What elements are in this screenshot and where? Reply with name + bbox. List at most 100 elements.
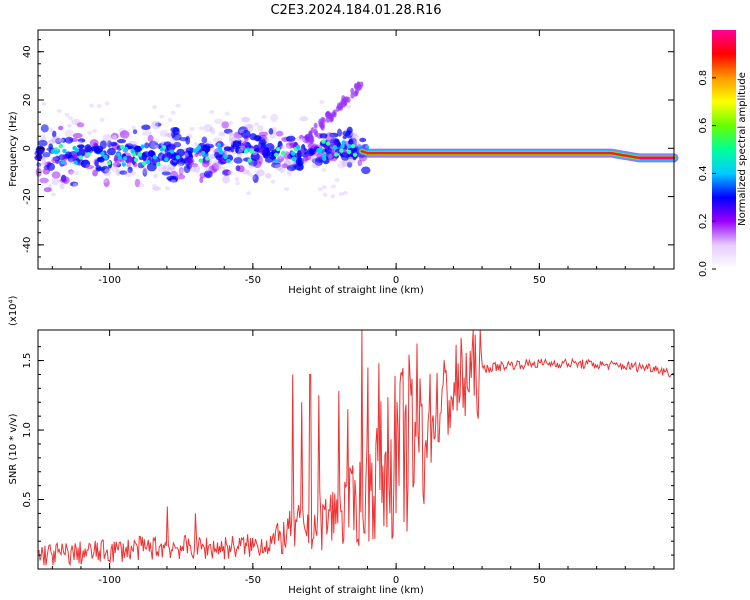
spectrogram-halo <box>240 145 246 150</box>
snr-series-line <box>38 330 674 567</box>
spectrogram-peak <box>58 143 64 149</box>
spectrogram-peak <box>100 151 105 156</box>
spectrogram-harmonic <box>339 104 343 111</box>
spectrogram-blob <box>289 159 295 168</box>
spectrogram-blob <box>115 159 121 166</box>
spectrogram-blob <box>97 156 105 163</box>
spectrogram-halo <box>170 179 176 184</box>
spectrogram-harmonic <box>320 124 325 131</box>
spectrogram-blob <box>134 178 141 188</box>
spectrogram-blob <box>161 171 171 176</box>
spectrogram-blob <box>51 158 59 164</box>
spectrogram-peak <box>223 154 228 160</box>
spectrogram-peak <box>216 142 222 148</box>
spectrogram-blob <box>166 167 176 172</box>
spectrogram-harmonic <box>354 88 359 95</box>
spectrogram-blob <box>85 163 92 170</box>
spectrogram-blob <box>275 130 284 137</box>
spectrogram-blob <box>243 123 253 129</box>
spectrogram-blob <box>357 159 363 167</box>
spectrogram-blob <box>39 177 49 184</box>
spectrogram-peak <box>116 152 121 157</box>
spectrogram-halo <box>322 192 328 197</box>
y-tick-label: -20 <box>22 188 33 204</box>
snr-x-axis-label: Height of straight line (km) <box>288 585 424 596</box>
spectrogram-halo <box>154 144 160 149</box>
spectrogram-blob <box>199 177 204 184</box>
spectrogram-frame <box>37 29 675 270</box>
spectrogram-blob <box>265 173 272 179</box>
spectrogram-blob <box>203 124 213 132</box>
spectrogram-peak <box>60 160 66 165</box>
spectrogram-halo <box>41 101 47 106</box>
spectrogram-blob <box>146 162 157 172</box>
spectrogram-blob <box>345 130 353 139</box>
spectrogram-halo <box>154 139 160 143</box>
spectrogram-blob <box>51 177 60 186</box>
spectrogram-halo <box>247 172 253 177</box>
spectrogram-blob <box>241 116 251 123</box>
spectrogram-blobs <box>34 81 679 199</box>
spectrogram-halo <box>224 150 230 155</box>
y-tick-label: 40 <box>22 45 33 58</box>
spectrogram-blob <box>48 143 53 150</box>
spectrogram-blob <box>328 153 333 163</box>
spectrogram-blob <box>43 187 52 193</box>
spectrogram-peak <box>120 144 125 150</box>
spectrogram-blob <box>107 140 112 148</box>
snr-panel: -100 -50 0 50 0.5 1.0 1.5 Height of straight … <box>8 295 675 596</box>
spectrogram-blob <box>179 137 189 142</box>
spectrogram-blob <box>135 146 142 151</box>
spectrogram-blob <box>144 142 150 149</box>
spectrogram-blob <box>153 173 158 179</box>
spectrogram-blob <box>264 157 274 163</box>
spectrogram-halo <box>177 163 183 168</box>
x-tick-label: -50 <box>245 275 261 286</box>
spectrogram-blob <box>92 169 98 177</box>
spectrogram-blob <box>268 128 274 135</box>
spectrogram-peak <box>346 149 352 154</box>
spectrogram-blob <box>89 139 99 147</box>
spectrogram-blob <box>328 155 338 162</box>
spectrogram-halo <box>220 166 226 171</box>
spectrogram-halo <box>261 114 267 119</box>
spectrogram-blob <box>213 137 223 143</box>
snr-frame <box>37 329 675 570</box>
snr-y-axis-label: SNR (10 * v/v) <box>8 413 19 484</box>
spectrogram-blob <box>93 148 102 154</box>
spectrogram-harmonic <box>359 81 364 88</box>
spectrogram-blob <box>65 136 74 144</box>
spectrogram-halo <box>58 138 64 143</box>
spectrogram-blob <box>212 159 220 168</box>
spectrogram-y-axis-label: Frequency (Hz) <box>8 111 19 187</box>
spectrogram-harmonic <box>331 111 336 118</box>
spectrogram-peak <box>159 147 165 152</box>
spectrogram-blob <box>164 133 172 137</box>
spectrogram-halo <box>254 122 259 127</box>
spectrogram-halo <box>235 137 241 142</box>
spectrogram-blob <box>251 175 256 180</box>
colorbar-tick-label: 0.6 <box>698 118 709 134</box>
spectrogram-blob <box>176 148 185 157</box>
spectrogram-blob <box>258 131 268 137</box>
spectrogram-blob <box>324 147 332 155</box>
spectrogram-halo <box>189 127 195 131</box>
spectrogram-blob <box>127 166 133 173</box>
spectrogram-blob <box>94 159 99 167</box>
spectrogram-blob <box>302 135 311 143</box>
spectrogram-blob <box>157 165 167 173</box>
y-tick-label: 20 <box>22 94 33 107</box>
spectrogram-peak <box>201 150 206 156</box>
spectrogram-blob <box>301 152 310 158</box>
spectrogram-peak <box>243 149 249 154</box>
spectrogram-peak <box>325 141 331 146</box>
spectrogram-halo <box>209 147 215 152</box>
spectrogram-halo <box>311 154 317 159</box>
spectrogram-blob <box>206 140 213 147</box>
colorbar-tick-label: 0.0 <box>698 261 709 277</box>
spectrogram-blob <box>132 161 138 168</box>
spectrogram-x-axis-label: Height of straight line (km) <box>288 285 424 296</box>
snr-y-multiplier: (x10⁴) <box>8 295 19 326</box>
spectrogram-peak <box>321 139 326 144</box>
y-tick-label: -40 <box>22 237 33 253</box>
